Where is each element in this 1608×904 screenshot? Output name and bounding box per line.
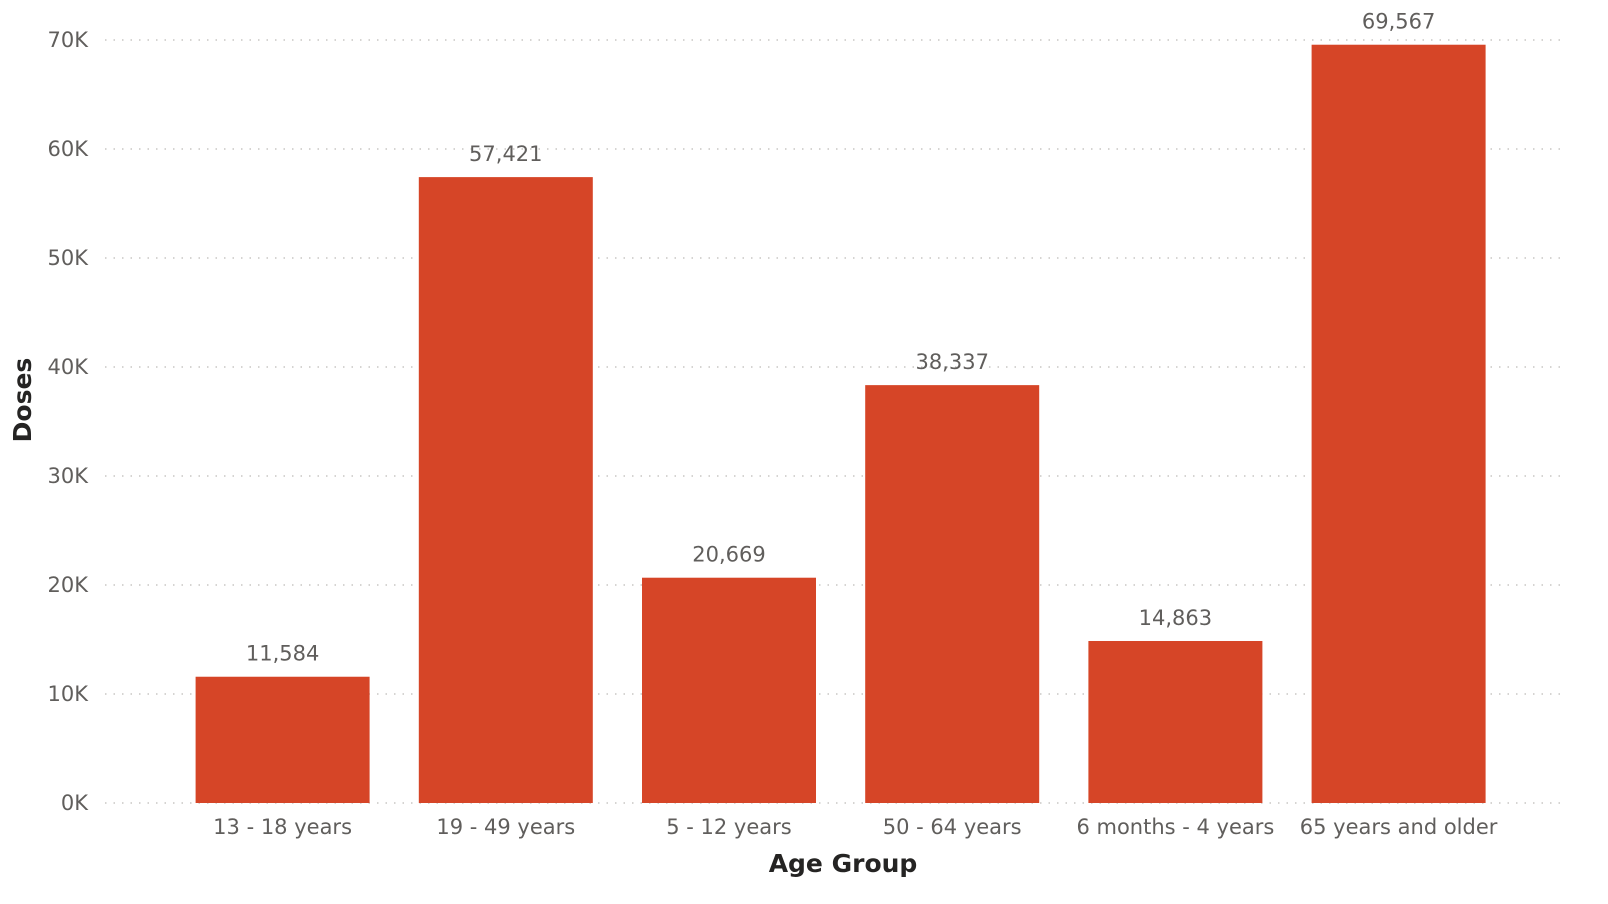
bar[interactable] xyxy=(1311,44,1486,803)
x-category-label: 50 - 64 years xyxy=(883,815,1022,839)
x-axis-title: Age Group xyxy=(769,849,918,878)
data-label: 14,863 xyxy=(1139,606,1212,630)
bar[interactable] xyxy=(1088,640,1263,803)
bars xyxy=(195,44,1486,804)
bar[interactable] xyxy=(418,177,593,804)
data-labels: 11,584 57,421 20,669 38,337 14,863 69,567 xyxy=(246,10,1435,666)
y-tick-label: 30K xyxy=(48,464,90,488)
y-tick-label: 0K xyxy=(61,791,89,815)
x-category-label: 5 - 12 years xyxy=(666,815,791,839)
data-label: 38,337 xyxy=(915,350,988,374)
data-label: 11,584 xyxy=(246,642,319,666)
y-tick-label: 10K xyxy=(48,682,90,706)
x-category-label: 6 months - 4 years xyxy=(1076,815,1274,839)
bar[interactable] xyxy=(865,385,1040,803)
data-label: 69,567 xyxy=(1362,10,1435,34)
x-category-label: 19 - 49 years xyxy=(436,815,575,839)
y-axis-ticks: 0K 10K 20K 30K 40K 50K 60K 70K xyxy=(48,28,90,815)
bar[interactable] xyxy=(642,577,816,803)
x-category-label: 13 - 18 years xyxy=(213,815,352,839)
y-tick-label: 60K xyxy=(48,137,90,161)
y-tick-label: 70K xyxy=(48,28,90,52)
y-tick-label: 40K xyxy=(48,355,90,379)
bar[interactable] xyxy=(195,676,370,803)
y-tick-label: 50K xyxy=(48,246,90,270)
y-tick-label: 20K xyxy=(48,573,90,597)
x-category-label: 65 years and older xyxy=(1300,815,1498,839)
data-label: 57,421 xyxy=(469,142,542,166)
x-axis-categories: 13 - 18 years 19 - 49 years 5 - 12 years 50… xyxy=(213,815,1498,839)
y-axis-title: Doses xyxy=(8,358,37,443)
data-label: 20,669 xyxy=(692,543,765,567)
